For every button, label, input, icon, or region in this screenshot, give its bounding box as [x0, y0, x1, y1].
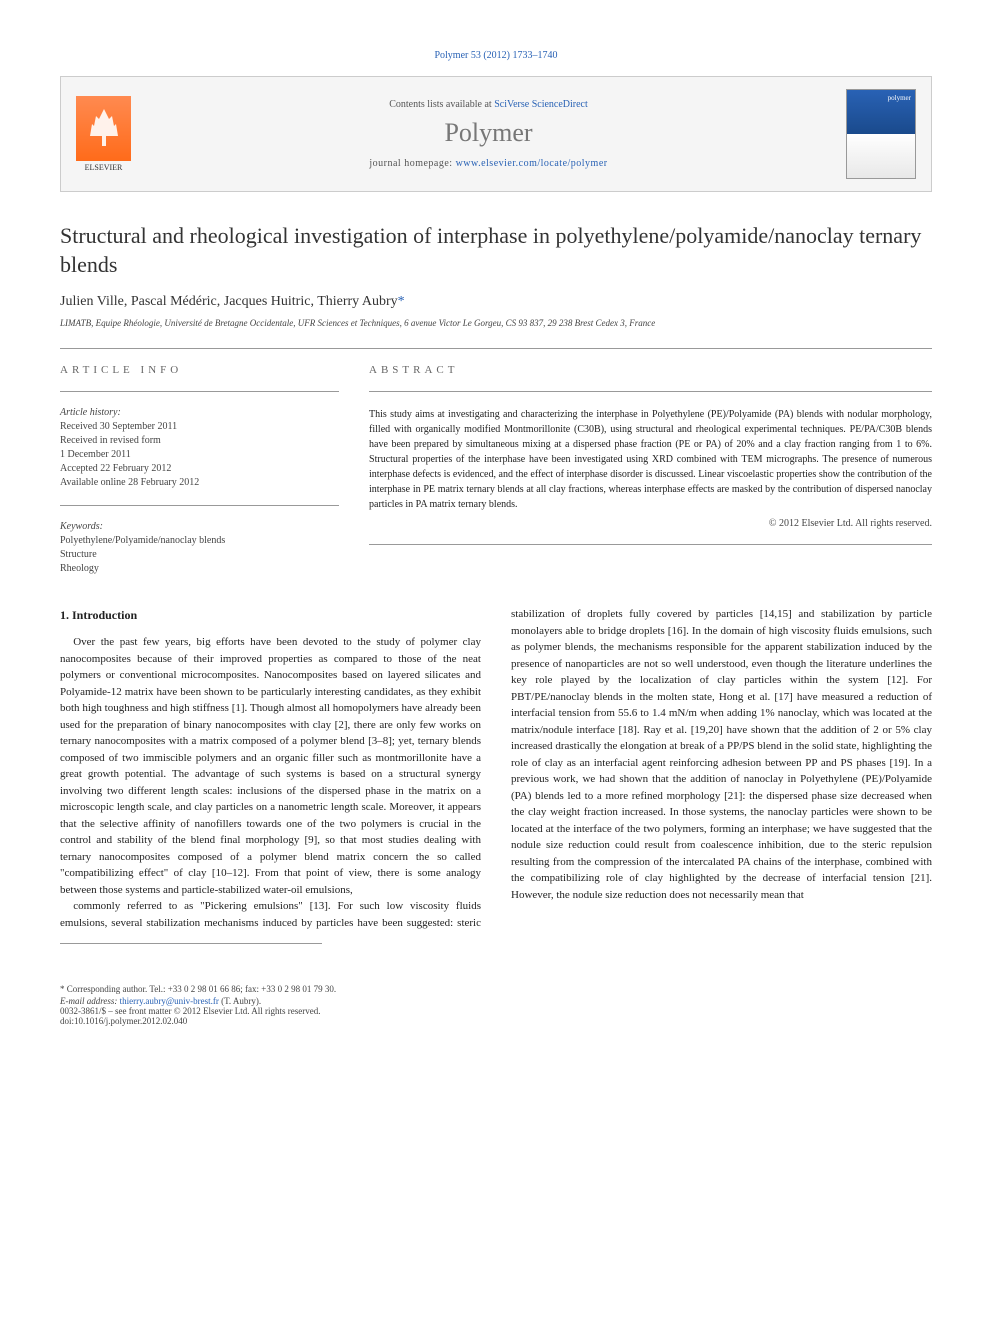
accepted-date: Accepted 22 February 2012	[60, 462, 339, 476]
elsevier-tree-icon	[76, 96, 131, 161]
revised-label: Received in revised form	[60, 434, 339, 448]
received-date: Received 30 September 2011	[60, 420, 339, 434]
journal-homepage-link[interactable]: www.elsevier.com/locate/polymer	[456, 158, 608, 169]
info-abstract-row: ARTICLE INFO Article history: Received 3…	[60, 364, 932, 576]
history-label: Article history:	[60, 407, 339, 418]
author-names: Julien Ville, Pascal Médéric, Jacques Hu…	[60, 294, 398, 309]
publisher-name: ELSEVIER	[76, 163, 131, 172]
keyword-2: Structure	[60, 548, 339, 562]
online-date: Available online 28 February 2012	[60, 476, 339, 490]
top-citation-bar: Polymer 53 (2012) 1733–1740	[60, 50, 932, 61]
corresponding-author-line: * Corresponding author. Tel.: +33 0 2 98…	[60, 984, 932, 994]
affiliation: LIMATB, Equipe Rhéologie, Université de …	[60, 318, 932, 328]
info-divider-2	[60, 505, 339, 506]
abstract-heading: ABSTRACT	[369, 364, 932, 376]
footer-block: * Corresponding author. Tel.: +33 0 2 98…	[60, 984, 932, 1006]
article-info-heading: ARTICLE INFO	[60, 364, 339, 376]
homepage-prefix: journal homepage:	[369, 158, 455, 169]
corresponding-marker: *	[398, 294, 405, 309]
citation-link[interactable]: Polymer 53 (2012) 1733–1740	[434, 50, 557, 61]
journal-cover-thumbnail	[846, 89, 916, 179]
contents-prefix: Contents lists available at	[389, 99, 494, 110]
abstract-divider-bottom	[369, 544, 932, 545]
abstract-block: ABSTRACT This study aims at investigatin…	[369, 364, 932, 576]
email-line: E-mail address: thierry.aubry@univ-brest…	[60, 996, 932, 1006]
email-suffix: (T. Aubry).	[219, 996, 261, 1006]
info-divider-1	[60, 391, 339, 392]
issn-line: 0032-3861/$ – see front matter © 2012 El…	[60, 1006, 932, 1016]
section-1-heading: 1. Introduction	[60, 606, 481, 624]
page-container: Polymer 53 (2012) 1733–1740 ELSEVIER Con…	[0, 0, 992, 1076]
doi-line: doi:10.1016/j.polymer.2012.02.040	[60, 1016, 932, 1026]
author-list: Julien Ville, Pascal Médéric, Jacques Hu…	[60, 294, 932, 310]
header-center: Contents lists available at SciVerse Sci…	[131, 99, 846, 169]
abstract-copyright: © 2012 Elsevier Ltd. All rights reserved…	[369, 518, 932, 529]
intro-paragraph-1: Over the past few years, big efforts hav…	[60, 634, 481, 898]
keyword-3: Rheology	[60, 562, 339, 576]
article-title: Structural and rheological investigation…	[60, 222, 932, 279]
abstract-divider	[369, 391, 932, 392]
journal-homepage-line: journal homepage: www.elsevier.com/locat…	[131, 158, 846, 169]
sciencedirect-link[interactable]: SciVerse ScienceDirect	[494, 99, 588, 110]
abstract-text: This study aims at investigating and cha…	[369, 407, 932, 512]
revised-date: 1 December 2011	[60, 448, 339, 462]
journal-header: ELSEVIER Contents lists available at Sci…	[60, 76, 932, 192]
corresponding-email-link[interactable]: thierry.aubry@univ-brest.fr	[120, 996, 219, 1006]
footer-doi-block: 0032-3861/$ – see front matter © 2012 El…	[60, 1006, 932, 1026]
footer-separator	[60, 943, 322, 944]
email-label: E-mail address:	[60, 996, 120, 1006]
publisher-logo-block: ELSEVIER	[76, 96, 131, 172]
body-columns: 1. Introduction Over the past few years,…	[60, 606, 932, 931]
keywords-label: Keywords:	[60, 521, 339, 532]
journal-name: Polymer	[131, 118, 846, 148]
divider-top	[60, 348, 932, 349]
contents-available-line: Contents lists available at SciVerse Sci…	[131, 99, 846, 110]
article-info-block: ARTICLE INFO Article history: Received 3…	[60, 364, 339, 576]
keyword-1: Polyethylene/Polyamide/nanoclay blends	[60, 534, 339, 548]
